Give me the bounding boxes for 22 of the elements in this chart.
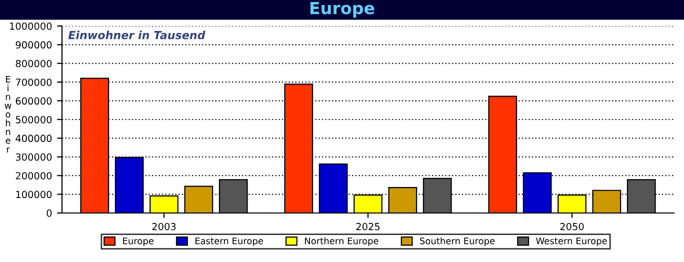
y-tick-label: 500000 [16,116,52,124]
y-tick-label: 400000 [16,134,52,142]
chart-title: Europe [310,2,374,18]
legend-label: Northern Europe [305,237,378,246]
legend-label: Eastern Europe [195,238,264,246]
y-tick-label: 1000000 [10,22,52,30]
y-tick-label: 600000 [16,97,52,105]
y-tick-label: 200000 [16,172,52,180]
legend-label: Western Europe [536,238,607,246]
y-tick-label: 900000 [16,41,52,49]
y-tick-label: 100000 [16,190,52,198]
y-tick-label: 700000 [16,78,52,86]
x-tick-label: 2003 [152,222,176,230]
y-tick-label: 300000 [16,153,52,161]
chart-subtitle: Einwohner in Tausend [68,30,206,40]
legend-label: Europe [123,238,154,246]
y-tick-label: 0 [46,209,52,217]
x-tick-label: 2050 [560,222,584,230]
legend-label: Southern Europe [420,237,495,246]
x-tick-label: 2025 [356,222,380,230]
y-tick-label: 800000 [16,60,52,68]
text: Einwohner [4,76,12,152]
